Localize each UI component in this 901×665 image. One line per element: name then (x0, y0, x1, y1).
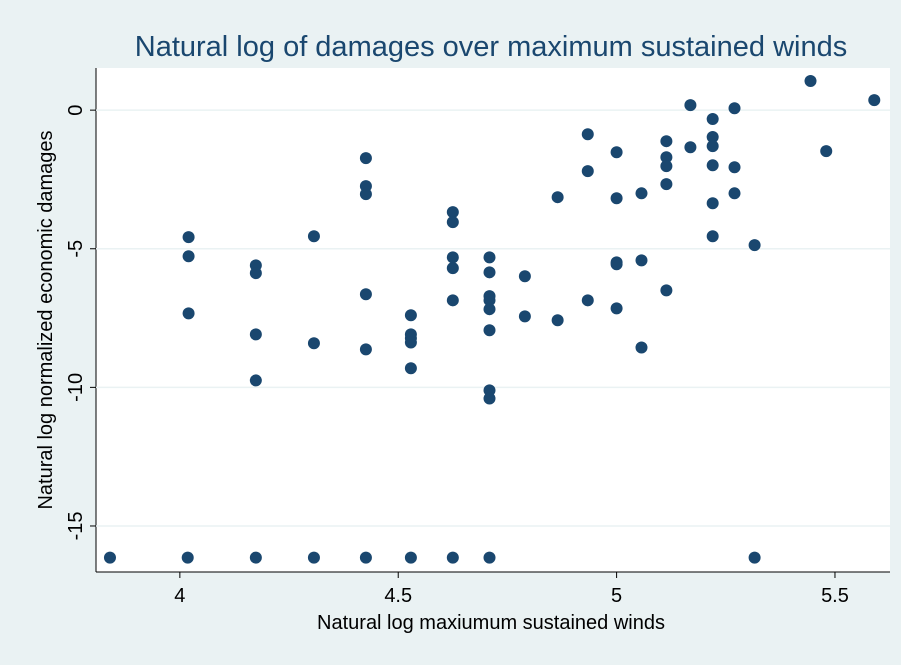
point (610, 302, 623, 315)
point (635, 187, 648, 200)
point (103, 551, 116, 564)
point (581, 128, 594, 141)
point (804, 75, 817, 88)
point (635, 341, 648, 354)
point (182, 250, 195, 263)
point (249, 551, 262, 564)
point (483, 551, 496, 564)
point (684, 99, 697, 112)
point (307, 337, 320, 350)
y-tick-label: -15 (65, 512, 87, 541)
point (359, 343, 372, 356)
point (610, 146, 623, 159)
point (868, 94, 881, 107)
point (551, 314, 564, 327)
point (446, 262, 459, 275)
plot-area (96, 68, 890, 572)
point (581, 165, 594, 178)
point (182, 307, 195, 320)
point (728, 102, 741, 115)
y-tick-label: 0 (65, 105, 87, 116)
point (404, 362, 417, 375)
point (446, 294, 459, 307)
point (706, 159, 719, 172)
chart-title: Natural log of damages over maximum sust… (135, 31, 847, 63)
point (404, 551, 417, 564)
point (249, 374, 262, 387)
point (660, 151, 673, 164)
y-tick-label: -10 (65, 373, 87, 402)
point (249, 328, 262, 341)
point (610, 258, 623, 271)
point (483, 392, 496, 405)
point (728, 187, 741, 200)
point (706, 197, 719, 210)
point (581, 294, 594, 307)
point (660, 135, 673, 148)
point (404, 309, 417, 322)
point (359, 288, 372, 301)
x-tick-label: 4 (174, 585, 185, 607)
point (684, 141, 697, 154)
point (728, 161, 741, 174)
y-tick-label: -5 (65, 240, 87, 258)
point (660, 284, 673, 297)
y-axis-label: Natural log normalized economic damages (35, 130, 57, 509)
point (518, 270, 531, 283)
point (483, 294, 496, 307)
point (635, 254, 648, 267)
point (182, 231, 195, 244)
point (483, 251, 496, 264)
point (483, 266, 496, 279)
point (706, 113, 719, 126)
point (181, 551, 194, 564)
point (359, 551, 372, 564)
point (307, 551, 320, 564)
x-tick-label: 5 (611, 585, 622, 607)
x-axis-label: Natural log maxiumum sustained winds (317, 612, 665, 634)
point (446, 551, 459, 564)
point (551, 191, 564, 204)
point (820, 145, 833, 158)
point (610, 192, 623, 205)
point (404, 336, 417, 349)
point (748, 551, 761, 564)
point (483, 324, 496, 337)
point (706, 230, 719, 243)
point (359, 152, 372, 165)
point (446, 251, 459, 264)
point (446, 206, 459, 219)
point (518, 310, 531, 323)
point (660, 160, 673, 173)
point (483, 303, 496, 316)
point (706, 140, 719, 153)
x-tick-label: 5.5 (821, 585, 849, 607)
point (359, 188, 372, 201)
x-tick-label: 4.5 (384, 585, 412, 607)
point (249, 267, 262, 280)
point (706, 131, 719, 144)
point (660, 178, 673, 191)
point (748, 239, 761, 252)
point (307, 230, 320, 243)
point (446, 216, 459, 229)
